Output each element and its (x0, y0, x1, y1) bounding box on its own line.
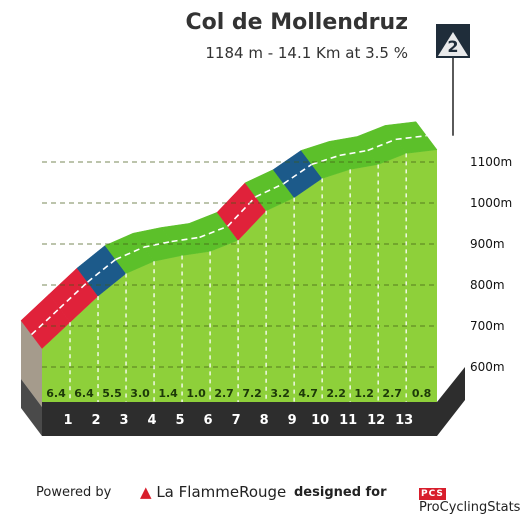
km-marker: 8 (260, 413, 269, 428)
elevation-tick-label: 700m (470, 319, 505, 333)
la-flamme-rouge-logo: ▲ La FlammeRouge (140, 483, 286, 501)
powered-by-label: Powered by (36, 485, 112, 500)
chart-subtitle: 1184 m - 14.1 Km at 3.5 % (205, 44, 408, 62)
top-centerline (171, 236, 200, 243)
top-centerline (339, 149, 368, 157)
km-marker: 2 (92, 413, 101, 428)
top-centerline (115, 246, 144, 261)
km-marker: 5 (176, 413, 185, 428)
base-band-side (21, 379, 42, 436)
gradient-label: 2.2 (326, 387, 346, 400)
km-marker: 13 (395, 413, 413, 428)
gradient-label: 1.4 (158, 387, 178, 400)
designed-for-label: designed for (294, 485, 387, 500)
top-centerline (87, 258, 117, 283)
gradient-label: 2.7 (382, 387, 402, 400)
top-centerline (311, 154, 340, 166)
top-centerline (143, 240, 172, 249)
km-marker: 6 (204, 413, 213, 428)
km-marker: 10 (311, 413, 329, 428)
top-centerline (30, 307, 61, 336)
gradient-label: 0.8 (412, 387, 432, 400)
top-centerline (367, 138, 396, 152)
km-marker: 1 (63, 413, 72, 428)
elevation-tick-label: 900m (470, 237, 505, 251)
elevation-tick-label: 800m (470, 278, 505, 292)
gradient-label: 1.0 (186, 387, 206, 400)
elevation-tick-label: 1000m (470, 196, 512, 210)
profile-front-face (42, 149, 437, 402)
gradient-label: 3.0 (130, 387, 150, 400)
gradient-label: 5.5 (102, 387, 122, 400)
top-centerline (395, 134, 427, 141)
pcs-icon: PCS (419, 488, 446, 500)
gradient-label: 3.2 (270, 387, 290, 400)
gradient-label: 6.4 (74, 387, 94, 400)
elevation-tick-label: 600m (470, 360, 505, 374)
gradient-label: 7.2 (242, 387, 262, 400)
top-centerline (283, 163, 313, 185)
elevation-tick-label: 1100m (470, 155, 512, 169)
top-centerline (199, 225, 228, 239)
base-band (42, 367, 465, 436)
flame-icon: ▲ (140, 483, 152, 501)
km-marker: 4 (148, 413, 157, 428)
category-number: 2 (447, 37, 458, 56)
pcs-name: ProCyclingStats (419, 500, 521, 515)
procyclingstats-logo: PCS ProCyclingStats (419, 485, 525, 515)
km-marker: 11 (339, 413, 357, 428)
km-marker: 7 (232, 413, 241, 428)
finish-km-label: 14.1 (470, 372, 502, 387)
km-marker: 9 (288, 413, 297, 428)
brand-name: La FlammeRouge (156, 483, 287, 501)
gradient-label: 1.2 (354, 387, 374, 400)
top-centerline (227, 196, 257, 227)
km-marker: 12 (367, 413, 385, 428)
gradient-label: 2.7 (214, 387, 234, 400)
km-marker: 3 (120, 413, 129, 428)
top-centerline (58, 281, 89, 309)
left-wall (21, 320, 42, 407)
mountain-icon (438, 32, 468, 56)
top-centerline (255, 182, 284, 198)
gradient-label: 4.7 (298, 387, 318, 400)
gradient-label: 6.4 (46, 387, 66, 400)
chart-title: Col de Mollendruz (185, 10, 408, 35)
